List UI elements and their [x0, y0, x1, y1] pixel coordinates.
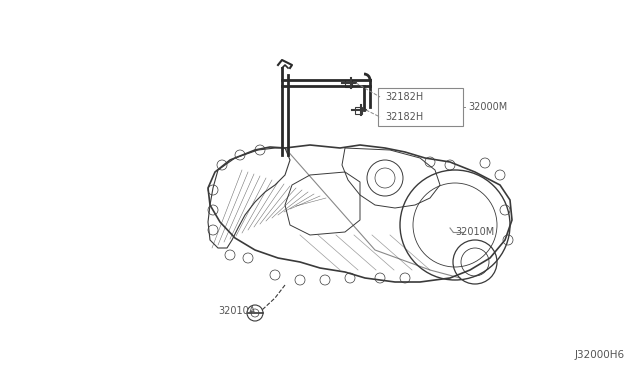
Text: 32010M: 32010M: [455, 227, 494, 237]
Text: 32182H: 32182H: [385, 112, 423, 122]
Bar: [355, 107, 362, 114]
Bar: [378, 88, 463, 126]
Text: 32182H: 32182H: [385, 92, 423, 102]
Text: 32000M: 32000M: [468, 102, 508, 112]
Text: J32000H6: J32000H6: [575, 350, 625, 360]
Text: 32010A: 32010A: [218, 306, 255, 316]
Bar: [345, 80, 352, 87]
